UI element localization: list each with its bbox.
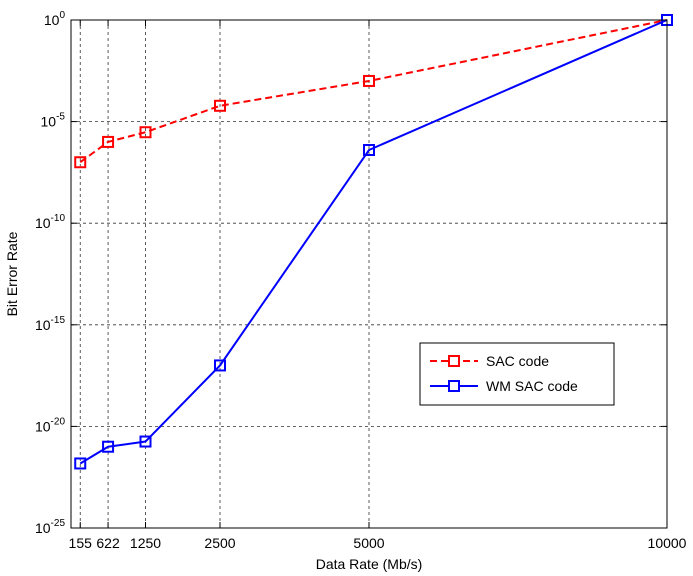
data-point	[139, 126, 152, 139]
data-point	[139, 435, 152, 448]
x-tick-label: 5000	[353, 535, 384, 551]
legend: SAC code WM SAC code	[419, 342, 615, 406]
x-tick-label: 2500	[204, 535, 235, 551]
data-point	[102, 135, 115, 148]
y-tick-exponent: -10	[51, 213, 66, 224]
legend-label: WM SAC code	[486, 378, 578, 394]
series-layer	[74, 14, 673, 470]
legend-label: SAC code	[486, 353, 549, 369]
y-tick-base: 10	[35, 520, 51, 536]
y-tick-label: 10-5	[41, 112, 66, 130]
legend-marker	[448, 380, 460, 392]
data-point	[74, 156, 87, 169]
data-point	[214, 99, 226, 112]
data-point	[74, 457, 87, 470]
legend-marker	[448, 355, 460, 367]
ticks: 155 622 1250 2500 5000 1000010010-510-1010-15…	[35, 10, 687, 551]
y-tick-label: 100	[44, 10, 66, 28]
y-tick-exponent: -25	[51, 518, 66, 529]
series-line	[79, 19, 668, 164]
y-tick-base: 10	[44, 12, 60, 28]
x-tick-label: 10000	[648, 535, 687, 551]
x-tick-label: 155	[69, 535, 93, 551]
y-tick-label: 10-15	[35, 315, 65, 333]
y-tick-base: 10	[35, 317, 51, 333]
data-point	[214, 359, 226, 372]
data-point	[363, 74, 375, 87]
data-point	[102, 440, 115, 453]
x-axis-title: Data Rate (Mb/s)	[316, 556, 423, 572]
y-tick-exponent: -15	[51, 315, 66, 326]
y-tick-exponent: -5	[56, 112, 65, 123]
data-point	[363, 144, 375, 157]
y-tick-exponent: -20	[51, 416, 66, 427]
legend-box	[419, 342, 615, 406]
x-tick-label: 1250	[130, 535, 161, 551]
y-tick-base: 10	[35, 418, 51, 434]
y-tick-label: 10-20	[35, 416, 65, 434]
y-tick-base: 10	[41, 114, 57, 130]
y-tick-label: 10-25	[35, 518, 65, 536]
x-tick-label: 622	[96, 535, 120, 551]
y-tick-exponent: 0	[59, 10, 65, 21]
y-tick-label: 10-10	[35, 213, 65, 231]
grid	[71, 20, 668, 528]
y-axis-title: Bit Error Rate	[4, 231, 20, 316]
y-tick-base: 10	[35, 215, 51, 231]
